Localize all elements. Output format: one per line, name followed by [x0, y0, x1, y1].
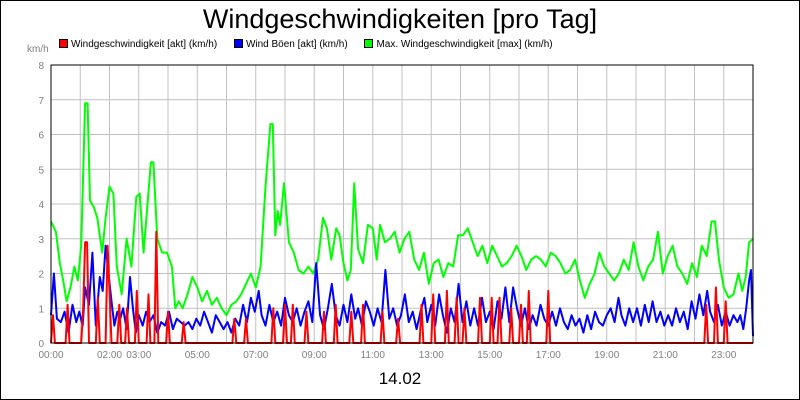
plot-border [50, 64, 754, 344]
x-tick-label: 11:00 [361, 350, 386, 361]
y-tick-label: 6 [38, 131, 44, 142]
y-tick-label: 0 [38, 339, 44, 350]
chart-title: Windgeschwindigkeiten [pro Tag] [202, 4, 598, 34]
x-tick-label: 02:00 [97, 350, 122, 361]
x-tick-label: 13:00 [419, 350, 444, 361]
y-tick-label: 8 [38, 61, 44, 72]
legend-item-max: Max. Windgeschwindigkeit [max] (km/h) [364, 39, 553, 50]
legend-label-boeen: Wind Böen [akt] (km/h) [245, 39, 348, 50]
y-tick-label: 3 [38, 235, 44, 246]
y-axis-unit-label: km/h [27, 44, 49, 55]
legend-item-akt: Windgeschwindigkeit [akt] (km/h) [59, 39, 217, 50]
y-tick-label: 5 [38, 165, 44, 176]
x-tick-label: 05:00 [185, 350, 210, 361]
series-max-speed-line [50, 102, 754, 317]
x-tick-label: 15:00 [477, 350, 502, 361]
y-tick-label: 2 [38, 270, 44, 281]
x-tick-label: 19:00 [594, 350, 619, 361]
legend-item-boeen: Wind Böen [akt] (km/h) [233, 39, 348, 50]
legend-swatch-max [364, 39, 374, 48]
x-tick-label: 17:00 [536, 350, 561, 361]
y-tick-label: 1 [38, 304, 44, 315]
x-axis-date-label: 14.02 [378, 369, 422, 388]
legend-swatch-boeen [233, 39, 243, 48]
x-tick-label: 23:00 [711, 350, 736, 361]
x-tick-label: 00:00 [38, 350, 63, 361]
x-tick-label: 07:00 [243, 350, 268, 361]
legend: Windgeschwindigkeit [akt] (km/h) Wind Bö… [59, 39, 567, 50]
x-tick-label: 09:00 [302, 350, 327, 361]
legend-label-akt: Windgeschwindigkeit [akt] (km/h) [71, 39, 218, 50]
x-tick-label: 21:00 [653, 350, 678, 361]
y-tick-label: 7 [38, 96, 44, 107]
legend-label-max: Max. Windgeschwindigkeit [max] (km/h) [376, 39, 553, 50]
legend-swatch-akt [59, 39, 68, 48]
x-tick-label: 03:00 [126, 350, 151, 361]
y-tick-label: 4 [38, 200, 44, 211]
